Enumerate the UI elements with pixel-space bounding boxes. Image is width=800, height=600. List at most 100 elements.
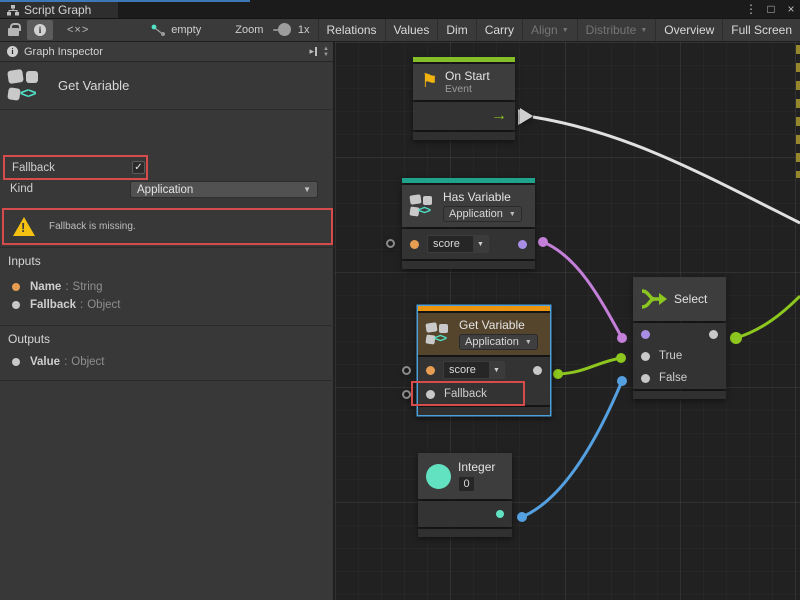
dock-panel-icon[interactable]: ▸ xyxy=(310,46,318,57)
bool-output-port[interactable] xyxy=(518,239,527,249)
outer-port-ring[interactable] xyxy=(386,239,395,248)
lock-icon[interactable] xyxy=(8,23,21,36)
spin-up-icon: ▲ xyxy=(323,45,329,52)
variable-name-select[interactable]: score ▼ xyxy=(427,235,489,253)
value-output-port[interactable] xyxy=(533,365,542,375)
warning-text: Fallback is missing. xyxy=(49,221,136,232)
kind-label: Kind xyxy=(10,183,34,195)
graph-icon xyxy=(151,24,166,36)
dim-button[interactable]: Dim xyxy=(437,19,475,41)
node-has-variable[interactable]: <> Has Variable Application ▼ score ▼ xyxy=(386,178,535,269)
chevron-down-icon: ▼ xyxy=(303,185,311,194)
window-titlebar: Script Graph ⋮ □ × xyxy=(0,0,800,18)
variables-accent-bar xyxy=(402,178,535,183)
values-button[interactable]: Values xyxy=(384,19,438,41)
info-icon: i xyxy=(34,24,46,36)
chevron-down-icon: ▼ xyxy=(524,338,532,346)
chevron-down-icon: ▼ xyxy=(640,26,648,34)
string-port-dot xyxy=(12,283,20,291)
warning-box: Fallback is missing. xyxy=(2,208,333,245)
variable-icon: <> xyxy=(7,68,46,104)
kind-value: Application xyxy=(137,183,194,196)
panel-scroll-spinners[interactable]: ▲ ▼ xyxy=(323,46,329,58)
inspector-toggle-button[interactable]: i xyxy=(27,20,53,40)
relations-button[interactable]: Relations xyxy=(317,19,385,41)
overview-button[interactable]: Overview xyxy=(655,19,722,41)
fallback-label: Fallback xyxy=(12,161,55,174)
node-get-variable[interactable]: <> Get Variable Application ▼ score ▼ xyxy=(402,306,550,415)
node-footer xyxy=(418,529,512,537)
connection-wires xyxy=(517,109,800,522)
graph-title-label: empty xyxy=(171,24,202,36)
node-select[interactable]: Select True False xyxy=(633,277,726,399)
node-integer[interactable]: Integer 0 xyxy=(418,453,512,537)
offscreen-node-edge xyxy=(796,45,800,178)
get-variable-accent-bar xyxy=(418,306,550,311)
chevron-down-icon: ▼ xyxy=(488,362,504,378)
node-title: Select xyxy=(674,292,708,306)
node-title: Has Variable xyxy=(443,190,511,204)
true-input-port[interactable] xyxy=(641,351,650,361)
variable-icon: <> xyxy=(425,322,452,346)
fallback-checkbox[interactable]: ✓ xyxy=(132,161,145,174)
integer-icon xyxy=(426,463,451,489)
zoom-slider[interactable] xyxy=(273,23,291,36)
outer-port-ring[interactable] xyxy=(402,390,411,399)
tab-label: Script Graph xyxy=(24,3,92,17)
graph-inspector-header: i Graph Inspector ▸ ▲ ▼ xyxy=(0,42,333,62)
zoom-slider-handle[interactable] xyxy=(277,23,291,36)
node-footer xyxy=(402,261,535,269)
full-screen-button[interactable]: Full Screen xyxy=(722,19,800,41)
kind-dropdown[interactable]: Application ▼ xyxy=(130,181,318,198)
input-row-name: Name : String xyxy=(0,279,335,295)
script-graph-icon xyxy=(7,4,19,15)
node-title: Integer xyxy=(458,460,496,474)
node-footer xyxy=(633,391,726,399)
graph-breadcrumb[interactable]: empty xyxy=(151,24,201,37)
selection-output-port[interactable] xyxy=(709,329,718,339)
name-input-port[interactable] xyxy=(410,239,419,249)
fallback-input-port[interactable] xyxy=(426,389,435,399)
node-on-start[interactable]: ⚑ On Start Event → xyxy=(413,57,534,140)
variable-icon: <> xyxy=(409,194,436,218)
node-footer xyxy=(418,407,550,415)
false-port-label: False xyxy=(659,372,688,384)
carry-button[interactable]: Carry xyxy=(475,19,522,41)
node-footer xyxy=(413,132,515,140)
node-title: On Start xyxy=(445,69,490,83)
event-accent-bar xyxy=(413,57,515,62)
chevron-down-icon: ▼ xyxy=(472,236,488,252)
maximize-icon[interactable]: □ xyxy=(767,2,775,16)
object-port-dot xyxy=(12,301,20,309)
inspected-unit-title: Get Variable xyxy=(58,78,130,93)
outputs-title: Outputs xyxy=(8,332,51,346)
graph-canvas[interactable]: ⚑ On Start Event → <> Has Variable Appli… xyxy=(335,42,800,600)
object-port-dot xyxy=(12,358,20,366)
warning-icon xyxy=(13,217,35,236)
variable-name-select[interactable]: score ▼ xyxy=(443,361,505,379)
name-input-port[interactable] xyxy=(426,365,435,375)
kind-dropdown[interactable]: Application ▼ xyxy=(443,206,522,222)
chevron-down-icon: ▼ xyxy=(561,26,569,34)
true-port-label: True xyxy=(659,350,683,362)
zoom-value: 1x xyxy=(297,24,310,36)
close-icon[interactable]: × xyxy=(787,2,795,16)
align-button: Align ▼ xyxy=(522,19,577,41)
spin-down-icon: ▼ xyxy=(323,51,329,58)
info-icon: i xyxy=(7,46,18,57)
trigger-output-port[interactable]: → xyxy=(491,107,507,124)
outer-port-ring[interactable] xyxy=(402,366,411,375)
false-input-port[interactable] xyxy=(641,373,650,383)
distribute-button: Distribute ▼ xyxy=(576,19,656,41)
focus-indicator xyxy=(0,0,250,2)
graph-inspector-title: Graph Inspector xyxy=(24,45,103,58)
condition-input-port[interactable] xyxy=(641,329,650,339)
ports-icon[interactable]: <×> xyxy=(67,24,90,36)
integer-output-port[interactable] xyxy=(496,510,504,518)
integer-value-input[interactable]: 0 xyxy=(458,476,475,492)
tab-script-graph[interactable]: Script Graph xyxy=(0,2,118,18)
kind-dropdown[interactable]: Application ▼ xyxy=(459,334,538,350)
inspected-unit-header: <> Get Variable xyxy=(0,62,333,110)
graph-toolbar: i <×> empty Zoom 1x Relations Values Dim… xyxy=(0,18,800,42)
window-menu-icon[interactable]: ⋮ xyxy=(745,2,757,16)
